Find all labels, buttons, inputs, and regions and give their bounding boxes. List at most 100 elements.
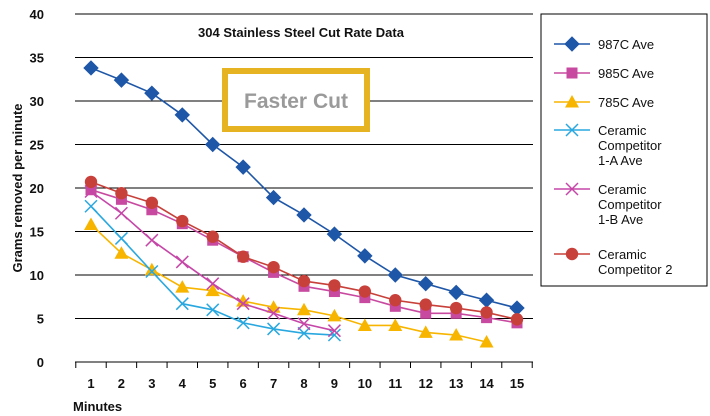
x-marker-stroke: [206, 277, 220, 291]
data-point: [206, 303, 220, 317]
y-tick-label: 0: [37, 355, 44, 370]
data-point: [174, 107, 190, 123]
data-point: [85, 184, 97, 196]
x-marker-stroke: [297, 326, 311, 340]
data-point: [236, 294, 251, 307]
data-point: [115, 187, 128, 200]
data-point: [326, 226, 343, 242]
legend-label: 987C Ave: [598, 37, 654, 52]
data-point: [206, 230, 219, 243]
data-point: [84, 217, 98, 231]
data-point: [566, 67, 578, 79]
data-point: [479, 334, 494, 348]
data-point: [327, 308, 342, 322]
x-tick-label: 1: [87, 376, 94, 391]
data-point: [389, 294, 402, 307]
data-point: [267, 260, 280, 274]
x-marker-stroke: [145, 264, 159, 279]
legend-item: Ceramic Competitor 2: [554, 247, 672, 277]
data-point: [267, 306, 281, 320]
x-tick-label: 9: [331, 376, 338, 391]
x-marker-stroke: [267, 322, 281, 336]
x-marker-stroke: [114, 206, 128, 220]
x-marker-stroke: [236, 297, 250, 311]
legend-item: 985C Ave: [554, 66, 654, 81]
legend-item: 987C Ave: [554, 36, 654, 52]
data-point: [418, 275, 434, 292]
data-point: [83, 60, 99, 76]
data-point: [265, 189, 282, 206]
x-tick-label: 6: [240, 376, 247, 391]
data-point: [296, 207, 312, 223]
x-marker-stroke: [297, 317, 311, 331]
annotation-label: Faster Cut: [244, 90, 348, 113]
data-point: [144, 262, 159, 276]
x-marker-stroke: [84, 184, 98, 199]
data-point: [145, 233, 159, 247]
legend-item: Ceramic Competitor 1-B Ave: [554, 182, 662, 227]
legend-label: Ceramic Competitor 2: [598, 247, 672, 277]
data-point: [387, 267, 403, 283]
data-point: [297, 317, 311, 331]
data-point: [84, 199, 98, 213]
data-point: [175, 297, 189, 311]
data-point: [113, 72, 130, 88]
legend-item: Ceramic Competitor 1-A Ave: [554, 123, 662, 168]
series-ceramic-competitor-2: [84, 175, 524, 326]
data-point: [357, 248, 373, 264]
x-marker-stroke: [175, 255, 189, 269]
data-point: [205, 136, 221, 153]
x-tick-label: 3: [148, 376, 155, 391]
data-point: [564, 36, 580, 52]
x-marker-stroke: [236, 316, 250, 330]
data-point: [205, 283, 220, 297]
data-point: [267, 322, 281, 336]
y-tick-label: 25: [30, 138, 44, 153]
legend-label: 785C Ave: [598, 95, 654, 110]
y-tick-label: 15: [30, 225, 44, 240]
legend-label: 985C Ave: [598, 66, 654, 81]
x-marker-stroke: [327, 324, 341, 338]
data-point: [235, 159, 251, 175]
x-tick-label: 5: [209, 376, 216, 391]
data-point: [357, 318, 372, 331]
chart-title: 304 Stainless Steel Cut Rate Data: [198, 25, 405, 40]
x-marker-stroke: [267, 306, 281, 320]
data-point: [510, 313, 524, 326]
data-point: [327, 328, 341, 342]
x-tick-label: 2: [118, 376, 125, 391]
x-tick-label: 4: [179, 376, 187, 391]
data-point: [114, 231, 128, 245]
x-marker-stroke: [327, 328, 341, 342]
data-point: [236, 316, 250, 330]
data-point: [358, 285, 372, 298]
data-point: [145, 264, 159, 279]
data-point: [327, 324, 341, 338]
legend-label: Ceramic Competitor 1-B Ave: [598, 182, 662, 227]
data-point: [480, 306, 493, 319]
x-axis-title: Minutes: [73, 399, 122, 414]
y-tick-label: 10: [30, 268, 44, 283]
data-point: [419, 298, 432, 311]
data-point: [297, 326, 311, 340]
x-tick-label: 15: [510, 376, 524, 391]
x-tick-label: 10: [358, 376, 372, 391]
y-tick-label: 40: [30, 7, 44, 22]
data-point: [176, 214, 189, 228]
x-tick-label: 14: [479, 376, 494, 391]
data-point: [418, 325, 433, 338]
y-tick-label: 30: [30, 94, 44, 109]
data-point: [175, 280, 190, 293]
data-point: [114, 246, 129, 259]
data-point: [565, 247, 579, 261]
x-tick-label: 12: [418, 376, 432, 391]
faster-cut-annotation: Faster Cut: [222, 68, 370, 132]
data-point: [297, 274, 311, 288]
data-point: [448, 284, 464, 301]
data-point: [84, 184, 98, 199]
x-marker-stroke: [206, 303, 220, 317]
x-marker-stroke: [84, 199, 98, 213]
series-line: [90, 205, 335, 336]
y-tick-label: 35: [30, 51, 44, 66]
data-point: [565, 123, 579, 137]
